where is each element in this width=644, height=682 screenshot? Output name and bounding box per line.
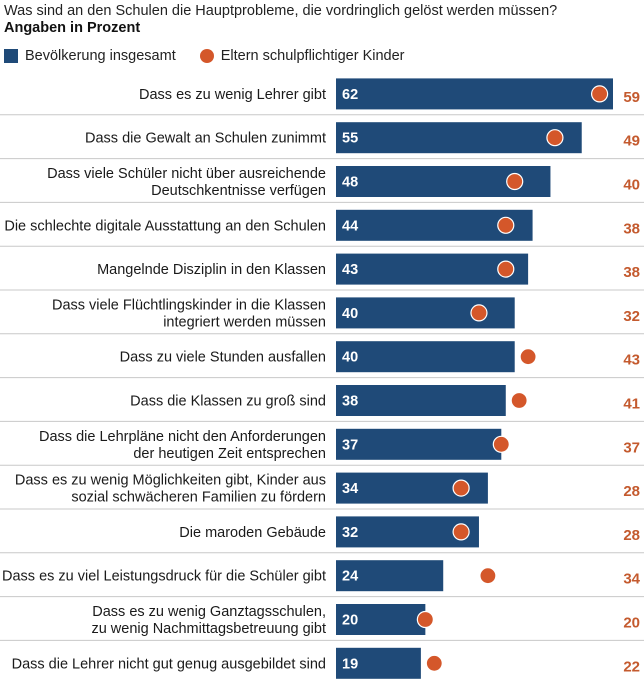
bar-value-label: 48 xyxy=(342,175,358,191)
bar xyxy=(336,341,515,373)
bar xyxy=(336,647,421,679)
bar-value-label: 44 xyxy=(342,218,358,234)
category-label: Dass viele Schüler nicht über ausreichen… xyxy=(47,166,326,199)
category-label: Dass die Gewalt an Schulen zunimmt xyxy=(85,131,326,147)
bar-value-label: 40 xyxy=(342,306,358,322)
dot-value-label: 28 xyxy=(623,527,640,544)
parents-dot xyxy=(479,567,497,585)
parents-dot xyxy=(590,85,609,103)
dot-value-label: 43 xyxy=(623,352,640,369)
category-label: Dass zu viele Stunden ausfallen xyxy=(120,350,326,366)
bar xyxy=(336,560,444,592)
category-label: Die schlechte digitale Ausstattung an de… xyxy=(4,218,326,234)
legend-bar-swatch xyxy=(4,49,18,63)
category-label: Dass es zu viel Leistungsdruck für die S… xyxy=(2,569,326,585)
parents-dot xyxy=(497,216,515,234)
parents-dot xyxy=(452,479,470,497)
category-label: Dass es zu wenig Möglichkeiten gibt, Kin… xyxy=(15,473,326,506)
dot-value-label: 38 xyxy=(623,264,640,281)
parents-dot xyxy=(470,304,488,322)
bar-value-label: 34 xyxy=(342,481,358,497)
bar-value-label: 24 xyxy=(342,569,358,585)
legend-label-parents: Eltern schulpflichtiger Kinder xyxy=(220,48,405,64)
parents-dot xyxy=(546,129,564,147)
category-label: Dass es zu wenig Ganztagsschulen, zu weni… xyxy=(91,604,326,637)
dot-value-label: 20 xyxy=(623,615,640,632)
bar xyxy=(336,122,582,154)
parents-dot xyxy=(510,391,528,410)
bar-value-label: 40 xyxy=(342,350,358,366)
category-label: Dass es zu wenig Lehrer gibt xyxy=(139,87,326,103)
parents-dot xyxy=(452,523,470,541)
bar xyxy=(336,78,613,110)
category-label: Dass die Lehrpläne nicht den Anforderung… xyxy=(39,429,326,462)
parents-dot xyxy=(416,610,434,629)
chart-title: Was sind an den Schulen die Hauptproblem… xyxy=(4,3,558,19)
parents-dot xyxy=(492,435,510,453)
bar xyxy=(336,428,502,460)
dot-value-label: 41 xyxy=(623,396,640,413)
bar-value-label: 37 xyxy=(342,437,358,453)
bar xyxy=(336,385,506,416)
chart-header: Was sind an den Schulen die Hauptproblem… xyxy=(4,3,640,37)
category-label: Dass die Lehrer nicht gut genug ausgebil… xyxy=(12,656,326,672)
dot-value-label: 59 xyxy=(623,89,640,106)
dot-value-label: 49 xyxy=(623,133,640,150)
bar xyxy=(336,253,529,285)
category-label: Mangelnde Disziplin in den Klassen xyxy=(97,262,326,278)
bar-value-label: 19 xyxy=(342,656,358,672)
category-label: Dass die Klassen zu groß sind xyxy=(130,394,326,410)
dot-value-label: 34 xyxy=(623,571,640,588)
bar-value-label: 20 xyxy=(342,613,358,629)
bar-value-label: 38 xyxy=(342,394,358,410)
dot-value-label: 40 xyxy=(623,177,640,194)
category-label: Dass viele Flüchtlingskinder in die Klas… xyxy=(52,297,326,330)
legend-dot-swatch xyxy=(199,49,214,63)
dot-value-label: 28 xyxy=(623,483,640,500)
bar xyxy=(336,604,426,635)
dot-value-label: 38 xyxy=(623,220,640,237)
dot-value-label: 32 xyxy=(623,308,640,325)
parents-dot xyxy=(497,260,515,278)
chart-legend: Bevölkerung insgesamt Eltern schulpflich… xyxy=(4,47,405,65)
dot-value-label: 22 xyxy=(623,658,640,675)
chart-subtitle: Angaben in Prozent xyxy=(4,20,141,36)
bar-value-label: 62 xyxy=(342,87,358,103)
legend-label-population: Bevölkerung insgesamt xyxy=(25,48,176,64)
parents-dot xyxy=(506,172,524,191)
bar xyxy=(336,297,515,329)
category-label: Die maroden Gebäude xyxy=(179,525,326,541)
bar-value-label: 55 xyxy=(342,131,358,147)
parents-dot xyxy=(519,348,537,366)
dot-value-label: 37 xyxy=(623,439,640,456)
parents-dot xyxy=(425,654,443,672)
bar-value-label: 43 xyxy=(342,262,358,278)
bar-value-label: 32 xyxy=(342,525,358,541)
